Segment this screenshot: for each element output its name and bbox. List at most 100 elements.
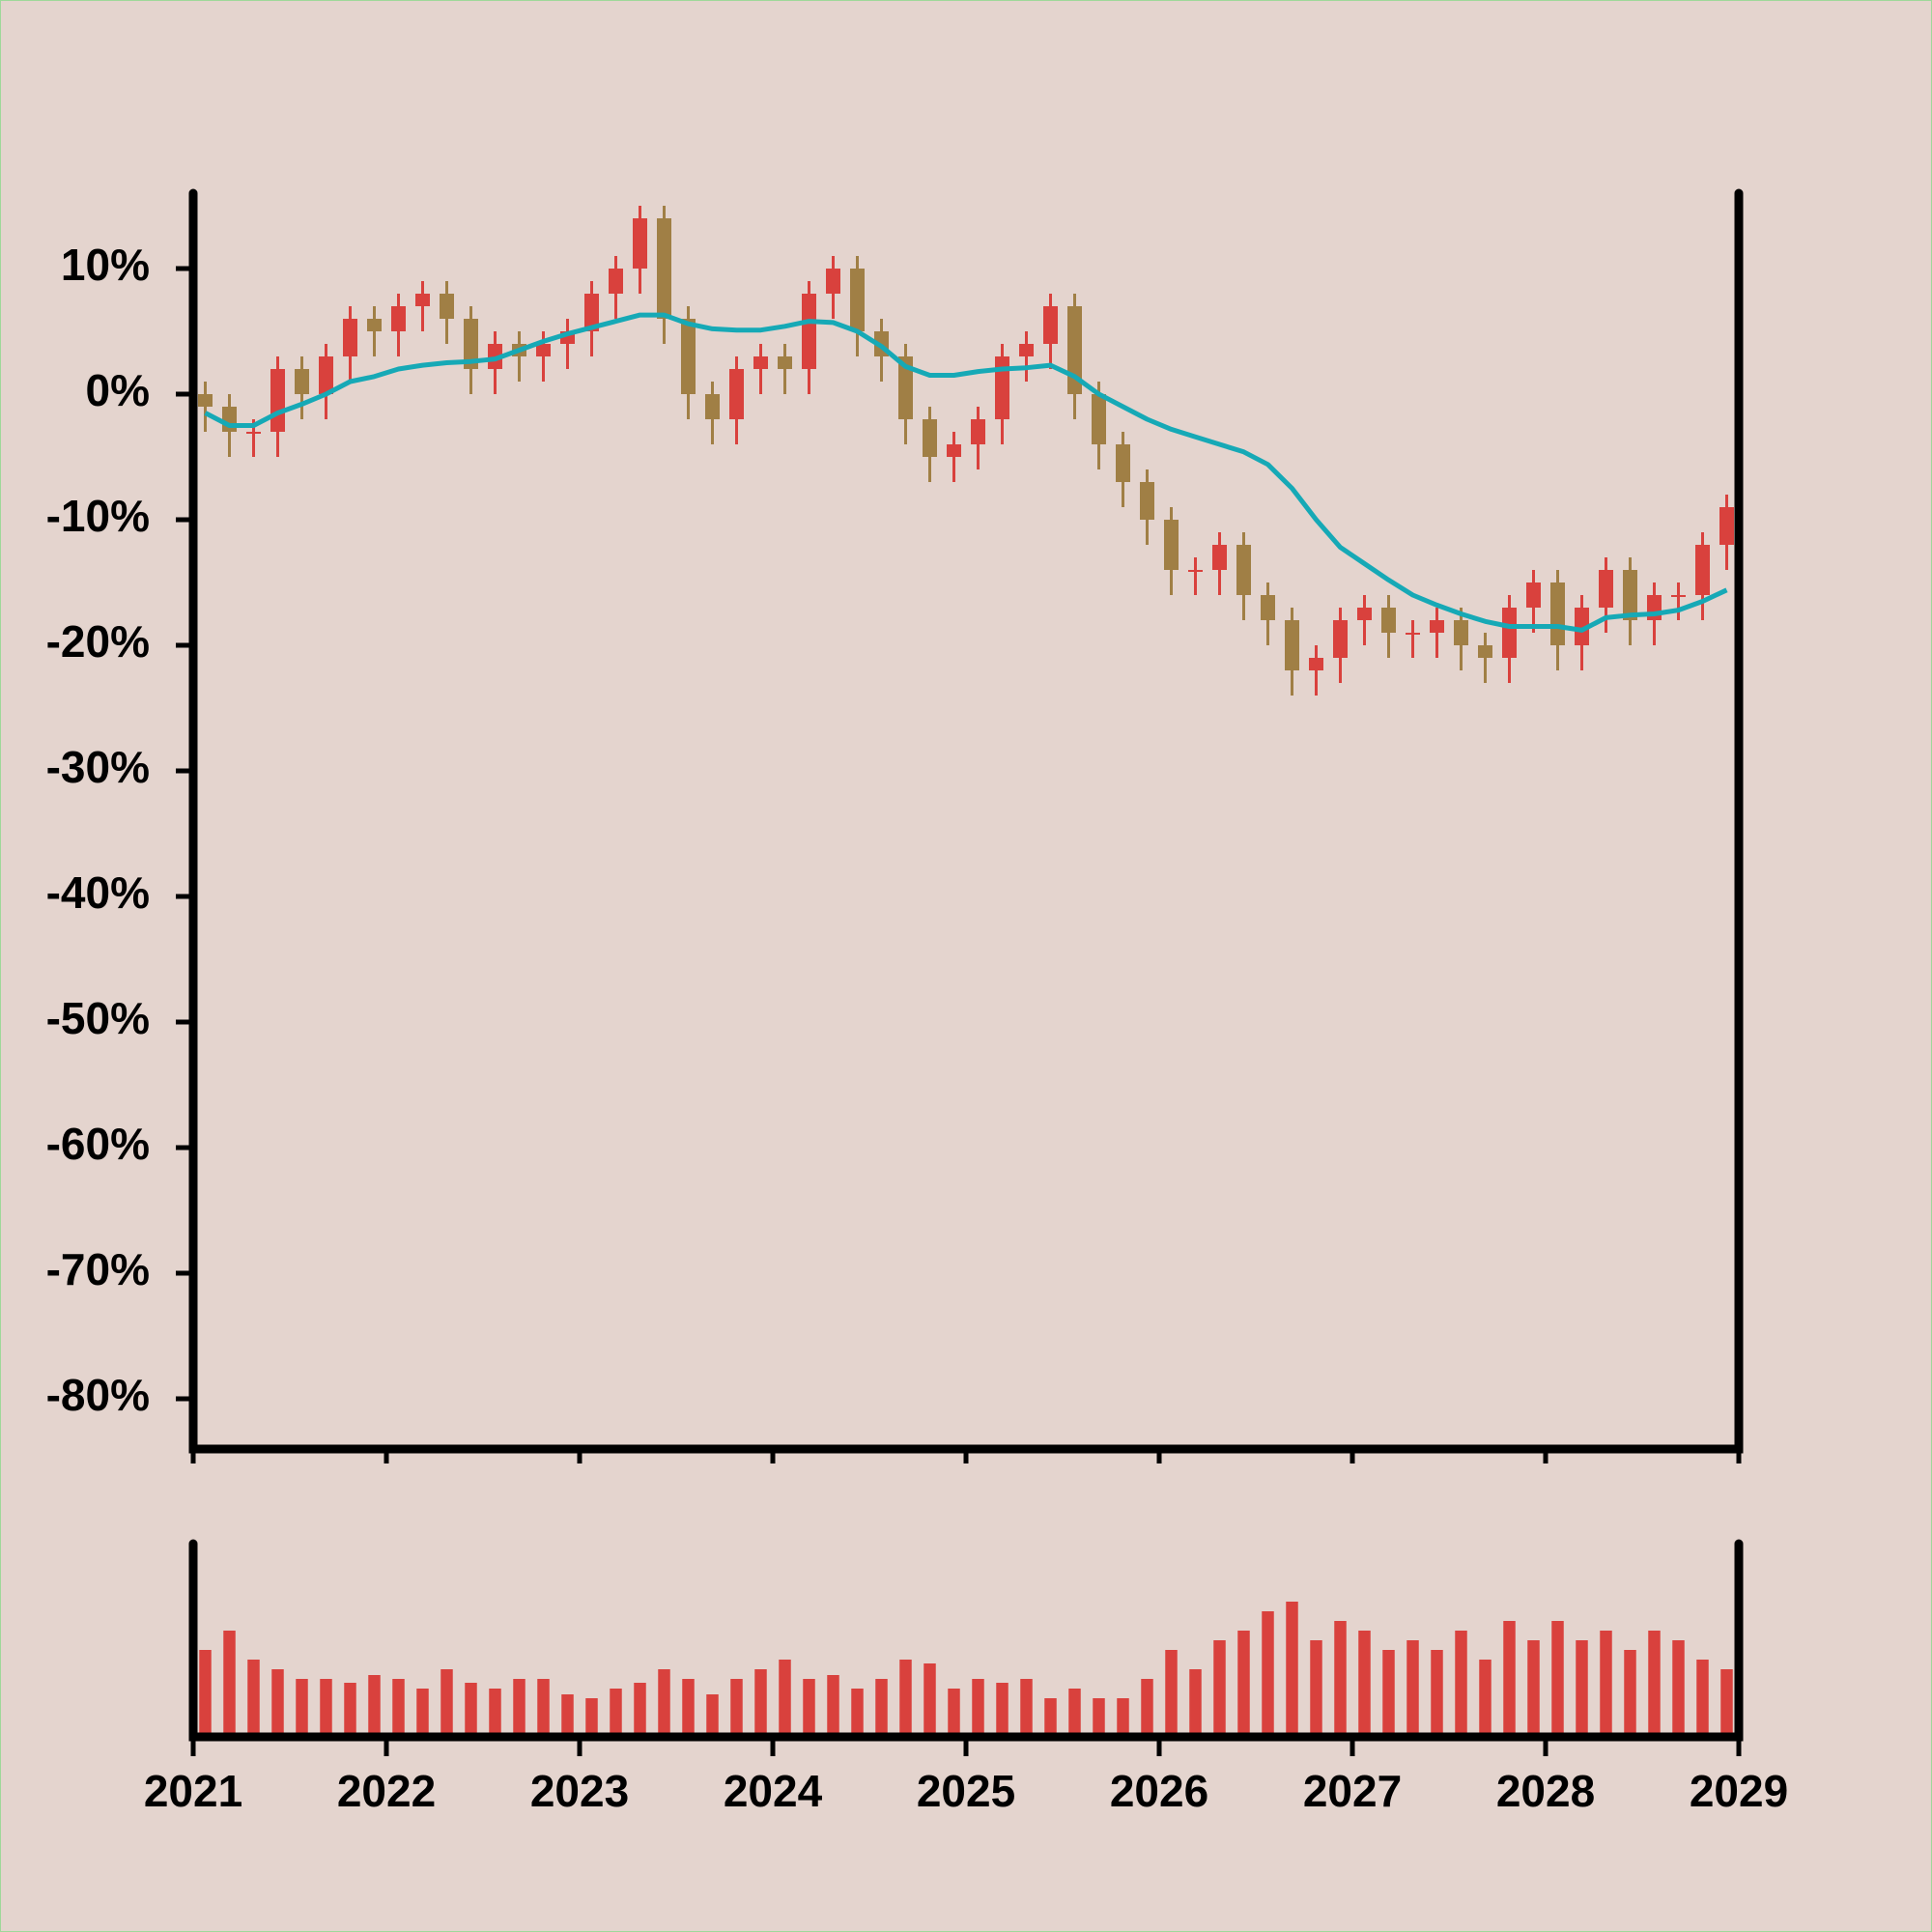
candle-body: [1454, 620, 1468, 645]
volume-bar: [1189, 1669, 1202, 1737]
volume-bar: [1286, 1602, 1298, 1737]
candle-body: [1333, 620, 1348, 658]
candle-body: [319, 356, 333, 394]
x-tick-label: 2025: [917, 1766, 1015, 1816]
volume-bar: [1551, 1621, 1564, 1737]
volume-bar: [1648, 1631, 1661, 1737]
volume-bar: [1479, 1660, 1492, 1737]
volume-bar: [1382, 1650, 1395, 1737]
volume-bar: [610, 1689, 622, 1737]
y-tick-label: -80%: [46, 1370, 150, 1420]
candle-body: [1430, 620, 1444, 633]
candle-body: [1623, 570, 1637, 620]
candle-body: [1526, 582, 1541, 608]
volume-bar: [537, 1679, 550, 1737]
volume-bar: [1696, 1660, 1709, 1737]
candle-body: [898, 356, 913, 419]
volume-bar: [416, 1689, 429, 1737]
candle-body: [681, 319, 696, 394]
volume-bar: [730, 1679, 743, 1737]
candle-body: [1599, 570, 1613, 608]
volume-bar: [1117, 1698, 1129, 1737]
candle-body: [1719, 507, 1734, 545]
x-tick-label: 2022: [337, 1766, 436, 1816]
volume-bar: [489, 1689, 501, 1737]
volume-bar: [948, 1689, 960, 1737]
volume-bar: [1068, 1689, 1081, 1737]
volume-bar: [271, 1669, 284, 1737]
volume-bar: [368, 1675, 381, 1737]
candle-body: [729, 369, 744, 419]
volume-bar: [1431, 1650, 1443, 1737]
candle-body: [270, 369, 285, 432]
volume-bar: [1624, 1650, 1636, 1737]
candle-body: [778, 356, 792, 369]
candle-body: [1164, 520, 1179, 570]
candle-body: [536, 344, 551, 356]
volume-bar: [996, 1683, 1009, 1737]
candle-body: [1695, 545, 1710, 595]
volume-bar: [1310, 1640, 1322, 1737]
candle-body: [367, 319, 382, 331]
volume-bar: [1406, 1640, 1419, 1737]
volume-bar: [851, 1689, 864, 1737]
volume-bar: [223, 1631, 236, 1737]
candle-body: [1550, 582, 1565, 645]
volume-bar: [513, 1679, 526, 1737]
volume-bar: [585, 1698, 598, 1737]
volume-bar: [779, 1660, 791, 1737]
volume-bar: [320, 1679, 332, 1737]
candle-body: [246, 432, 261, 434]
y-tick-label: -40%: [46, 867, 150, 918]
candle-body: [826, 269, 840, 294]
candle-body: [198, 394, 213, 407]
y-tick-label: -30%: [46, 742, 150, 792]
volume-bar: [1503, 1621, 1516, 1737]
candle-body: [1357, 608, 1372, 620]
volume-bar: [247, 1660, 260, 1737]
candle-body: [295, 369, 309, 394]
candle-body: [923, 419, 937, 457]
candle-body: [415, 294, 430, 306]
candle-body: [1067, 306, 1082, 394]
volume-bar: [465, 1683, 477, 1737]
volume-bar: [1576, 1640, 1588, 1737]
candle-body: [440, 294, 454, 319]
volume-bar: [1334, 1621, 1347, 1737]
candle-body: [464, 319, 478, 369]
candle-body: [802, 294, 816, 369]
volume-bar: [1044, 1698, 1057, 1737]
candle-body: [1019, 344, 1034, 356]
volume-bar: [1672, 1640, 1685, 1737]
candle-body: [705, 394, 720, 419]
candle-body: [1478, 645, 1492, 658]
y-tick-label: -10%: [46, 491, 150, 541]
candle-body: [1212, 545, 1227, 570]
candle-body: [1309, 658, 1323, 670]
volume-bar: [440, 1669, 453, 1737]
y-tick-label: 10%: [61, 240, 150, 290]
volume-bar: [754, 1669, 767, 1737]
volume-bar: [561, 1694, 574, 1737]
volume-bar: [972, 1679, 984, 1737]
candle-body: [222, 407, 237, 432]
y-tick-label: -60%: [46, 1119, 150, 1169]
volume-bar: [899, 1660, 912, 1737]
candle-body: [753, 356, 768, 369]
candle-body: [584, 294, 599, 331]
x-tick-label: 2029: [1690, 1766, 1788, 1816]
candle-body: [1236, 545, 1251, 595]
candle-body: [1575, 608, 1589, 645]
x-tick-label: 2028: [1496, 1766, 1595, 1816]
candle-body: [1502, 608, 1517, 658]
volume-bar: [199, 1650, 212, 1737]
candle-body: [657, 218, 671, 319]
candle-body: [1188, 570, 1203, 572]
volume-bar: [1527, 1640, 1540, 1737]
candle-body: [1381, 608, 1396, 633]
volume-bar: [1165, 1650, 1178, 1737]
volume-bar: [392, 1679, 405, 1737]
volume-bar: [1020, 1679, 1033, 1737]
x-tick-label: 2027: [1303, 1766, 1402, 1816]
